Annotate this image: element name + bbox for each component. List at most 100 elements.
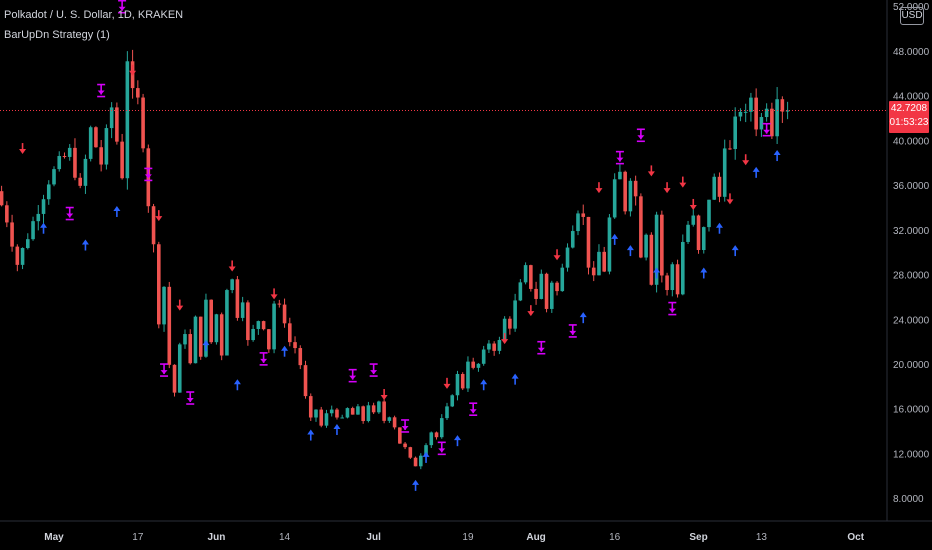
candle-body	[377, 401, 381, 413]
candle	[183, 329, 187, 349]
exit-marker	[369, 363, 378, 377]
short-entry-arrow	[726, 193, 734, 205]
candle-body	[675, 264, 680, 295]
short-entry-arrow	[689, 198, 697, 210]
candle	[230, 278, 234, 294]
candle-body	[780, 99, 785, 112]
candle	[476, 363, 481, 372]
candle	[172, 364, 177, 397]
exit-marker	[401, 419, 410, 433]
candle	[120, 133, 124, 180]
candle-body	[733, 116, 737, 149]
candle-body	[356, 406, 360, 415]
short-entry-arrow	[19, 143, 27, 155]
candle-body	[597, 251, 601, 276]
candle	[445, 402, 449, 420]
symbol-title[interactable]: Polkadot / U. S. Dollar, 1D, KRAKEN	[4, 9, 184, 21]
candle	[434, 431, 439, 440]
y-tick-label: 36.0000	[893, 181, 930, 192]
candle	[565, 243, 570, 272]
candle	[240, 296, 245, 322]
candle	[618, 164, 622, 180]
candle	[350, 406, 355, 415]
candle	[345, 407, 350, 419]
candle	[466, 356, 470, 392]
candle	[623, 170, 627, 215]
candle	[167, 281, 172, 369]
candle	[754, 88, 758, 137]
long-entry-arrow	[715, 222, 723, 234]
candle-body	[94, 127, 98, 148]
candle	[115, 102, 119, 145]
candle	[125, 51, 130, 190]
short-entry-arrow	[679, 176, 687, 188]
candle-body	[696, 215, 701, 250]
bar-countdown: 01:53:23	[889, 117, 929, 129]
long-entry-arrow	[511, 373, 519, 385]
exit-marker	[568, 324, 577, 338]
currency-button[interactable]: USD	[900, 7, 924, 25]
candle	[471, 357, 475, 370]
candle	[403, 442, 407, 450]
candle	[644, 233, 648, 261]
candle	[722, 139, 727, 202]
candle	[419, 453, 423, 470]
candle-body	[450, 395, 455, 407]
candle-body	[544, 273, 549, 309]
candle-body	[618, 171, 622, 180]
candle-body	[424, 445, 428, 456]
candle-body	[628, 180, 633, 212]
y-tick-label: 20.0000	[893, 360, 930, 371]
candle	[377, 400, 381, 414]
candle-body	[623, 171, 627, 212]
candle-body	[681, 241, 685, 295]
candle	[733, 107, 737, 160]
candle	[780, 96, 785, 123]
last-price-value: 42.7208	[890, 103, 928, 115]
candle	[20, 247, 25, 270]
candle	[36, 205, 41, 231]
candle	[214, 313, 219, 345]
candle-body	[99, 147, 103, 165]
candle-body	[764, 108, 769, 118]
short-entry-arrow	[176, 299, 184, 311]
last-price-label: 42.7208 01:53:23	[889, 101, 929, 134]
candle-body	[104, 128, 109, 165]
candle	[675, 259, 680, 298]
candle	[324, 409, 329, 428]
candle	[728, 140, 732, 150]
candle-body	[534, 288, 538, 299]
x-tick-label: May	[44, 532, 64, 543]
candle	[26, 233, 30, 250]
candle	[219, 312, 224, 361]
candle-body	[743, 111, 748, 113]
candle	[544, 272, 549, 313]
exit-marker	[469, 402, 478, 416]
candle-body	[240, 302, 245, 318]
candle-body	[570, 231, 575, 248]
candle	[555, 281, 559, 296]
candle-body	[10, 222, 14, 247]
exit-marker	[144, 167, 153, 182]
candle-body	[120, 141, 124, 179]
candle-body	[387, 417, 392, 421]
exit-marker	[762, 122, 771, 137]
candle-body	[335, 409, 339, 418]
candle	[335, 407, 339, 420]
strategy-legend[interactable]: BarUpDn Strategy (1)	[4, 29, 110, 41]
long-entry-arrow	[333, 423, 341, 435]
candle-body	[109, 107, 114, 129]
x-tick-label: Jul	[366, 532, 381, 543]
candle	[314, 409, 318, 422]
candle-body	[497, 340, 502, 351]
x-axis[interactable]: May 17 Jun 14 Jul 19 Aug 16 Sep 13 Oct	[44, 532, 864, 543]
candle-body	[649, 234, 654, 285]
candle-body	[62, 156, 67, 158]
candle-body	[707, 199, 711, 228]
y-axis[interactable]: 8.0000 12.0000 16.0000 20.0000 24.0000 28.000…	[893, 2, 930, 505]
candle-body	[529, 265, 533, 289]
candle	[382, 397, 386, 424]
candle	[649, 232, 654, 286]
y-tick-label: 8.0000	[893, 494, 924, 505]
